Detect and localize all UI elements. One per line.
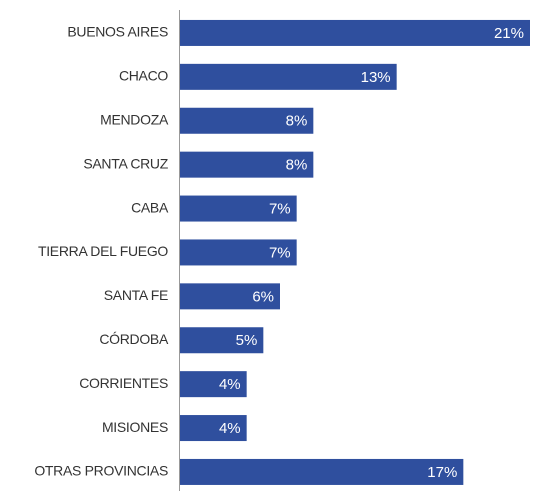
category-label: TIERRA DEL FUEGO (38, 243, 168, 259)
category-label: OTRAS PROVINCIAS (34, 463, 168, 479)
category-label: BUENOS AIRES (67, 24, 168, 40)
category-label: CÓRDOBA (99, 331, 169, 347)
category-label: SANTA FE (104, 287, 168, 303)
category-label: MENDOZA (100, 111, 169, 127)
bar (180, 151, 314, 178)
bar (180, 458, 464, 485)
bar (180, 327, 264, 354)
bar (180, 371, 247, 398)
category-label: CABA (131, 199, 169, 215)
value-label: 8% (286, 113, 308, 130)
bar (180, 63, 397, 90)
value-label: 13% (361, 69, 391, 86)
value-label: 7% (269, 201, 291, 218)
bar (180, 19, 530, 46)
bar (180, 239, 297, 266)
bar (180, 415, 247, 442)
value-label: 4% (219, 376, 241, 393)
value-label: 8% (286, 157, 308, 174)
value-label: 4% (219, 420, 241, 437)
category-label: CHACO (119, 68, 168, 84)
value-label: 17% (427, 464, 457, 481)
bar (180, 107, 314, 134)
category-label: SANTA CRUZ (83, 155, 168, 171)
value-label: 5% (236, 332, 258, 349)
bar (180, 195, 297, 222)
bar (180, 283, 280, 310)
value-label: 7% (269, 244, 291, 261)
value-label: 21% (494, 25, 524, 42)
category-label: CORRIENTES (79, 375, 168, 391)
category-label: MISIONES (102, 419, 168, 435)
value-label: 6% (252, 288, 274, 305)
